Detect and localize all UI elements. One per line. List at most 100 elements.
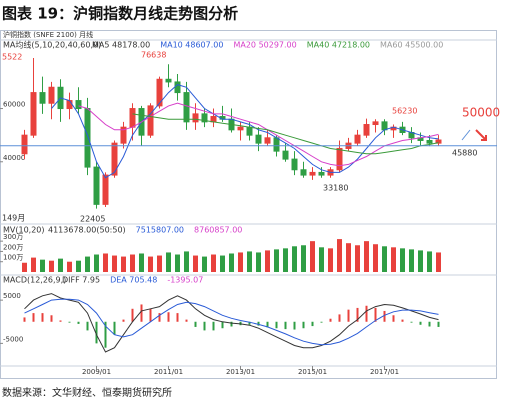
candle-body (273, 137, 280, 152)
volume-bar (157, 255, 162, 272)
legend-entry: 7515807.00 (136, 226, 184, 235)
volume-bar (49, 260, 54, 272)
legend-entry: MA10 48607.00 (160, 41, 223, 50)
annotation: 50000 (462, 106, 500, 120)
volume-bar (292, 246, 297, 272)
candle-body (255, 134, 262, 144)
volume-bar (130, 254, 135, 272)
volume-bar (373, 244, 378, 272)
candle-body (237, 126, 244, 131)
candle-body (75, 100, 82, 110)
volume-bar (391, 247, 396, 272)
candle-body (21, 134, 28, 155)
candle-body (192, 113, 199, 123)
volume-bar (418, 250, 423, 272)
y-tick-label: 200万 (3, 243, 23, 251)
arrow (475, 129, 487, 141)
volume-bar (310, 241, 315, 272)
candle-body (381, 121, 388, 131)
x-tick-label: 2015/01 (298, 368, 327, 376)
panel-header: MA均线(5,10,20,40,60,0) (3, 40, 101, 50)
candle-body (93, 166, 100, 205)
candle-body (48, 86, 55, 104)
macd-line (24, 298, 439, 346)
volume-bar (121, 256, 126, 272)
volume-bar (202, 256, 207, 272)
volume-bar (112, 255, 117, 272)
volume-bar (175, 254, 180, 272)
legend-entry: -1395.07 (167, 276, 203, 285)
volume-bar (346, 243, 351, 272)
annotation: 5522 (2, 53, 22, 62)
volume-bar (337, 239, 342, 272)
candle-body (246, 126, 253, 136)
candle-body (300, 169, 307, 176)
volume-bar (328, 248, 333, 272)
candle-body (318, 171, 325, 176)
chart-title: 图表 19：沪铜指数月线走势图分析 (2, 5, 238, 23)
volume-bar (76, 260, 81, 272)
candle-body (291, 158, 298, 171)
x-tick-label: 2009/01 (82, 368, 111, 376)
annotation: 56230 (392, 107, 417, 116)
volume-bar (283, 248, 288, 272)
y-tick-label: 5000 (3, 292, 21, 300)
candle-body (102, 174, 109, 205)
annotation: 76638 (141, 51, 166, 60)
volume-bar (256, 252, 261, 272)
candle-body (435, 139, 442, 144)
volume-bar (427, 251, 432, 272)
candle-body (156, 78, 163, 107)
y-tick-label: 40000 (3, 154, 25, 162)
candle-body (120, 126, 127, 144)
volume-bar (211, 254, 216, 272)
candle-body (264, 137, 271, 144)
volume-bar (319, 247, 324, 272)
volume-bar (355, 245, 360, 272)
annotation: 45880 (452, 149, 477, 158)
arrow (461, 129, 471, 141)
panel-header: MACD(12,26,9,) (3, 276, 66, 285)
volume-bar (265, 250, 270, 272)
ma-line (51, 84, 439, 179)
candle-body (66, 100, 73, 110)
y-tick-label: 300万 (3, 233, 23, 241)
volume-bar (364, 241, 369, 272)
candle-body (336, 147, 343, 171)
candle-body (372, 121, 379, 126)
ma-line (78, 102, 439, 167)
volume-bar (94, 254, 99, 272)
volume-bar (31, 257, 36, 272)
candle-body (165, 78, 172, 83)
candle-body (30, 92, 37, 136)
legend-entry: MA20 50297.00 (233, 41, 296, 50)
candle-body (147, 105, 154, 136)
volume-bar (436, 252, 441, 272)
volume-bar (400, 248, 405, 272)
volume-bar (22, 262, 27, 272)
volume-bar (382, 246, 387, 272)
x-tick-label: 2013/01 (226, 368, 255, 376)
annotation: 149月 (2, 214, 25, 223)
candle-body (84, 108, 91, 168)
legend-entry: MA40 47218.00 (307, 41, 370, 50)
volume-bar (184, 251, 189, 272)
legend-entry: MA5 48178.00 (92, 41, 150, 50)
candle-body (174, 81, 181, 94)
volume-bar (220, 255, 225, 272)
frame (0, 30, 497, 379)
toolbar: 沪铜指数 (SNFE 2100) 月线 (3, 30, 93, 39)
volume-bar (409, 249, 414, 272)
candle-body (354, 134, 361, 144)
panel-header: MV(10,20) (3, 226, 45, 235)
volume-bar (67, 261, 72, 272)
candle-body (183, 92, 190, 123)
candle-body (111, 142, 118, 176)
macd-line (24, 293, 439, 353)
annotation: 22405 (80, 215, 105, 224)
volume-bar (229, 253, 234, 272)
x-tick-label: 2017/01 (370, 368, 399, 376)
volume-bar (139, 253, 144, 272)
candle-body (282, 150, 289, 160)
